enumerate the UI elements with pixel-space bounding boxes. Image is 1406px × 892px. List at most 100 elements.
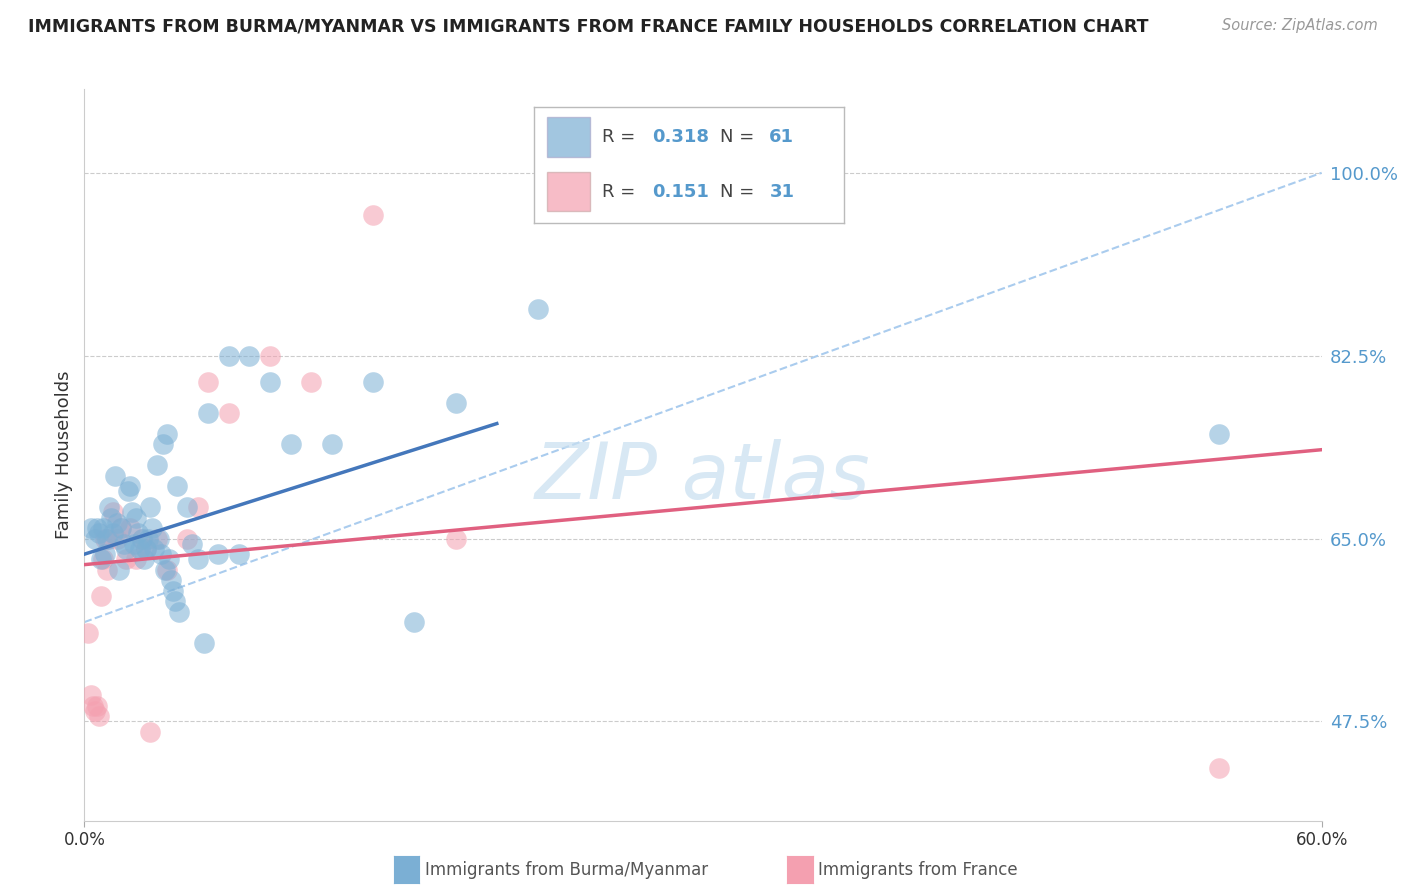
Point	[1208, 761, 1230, 775]
Point	[259, 349, 281, 363]
Point	[651, 197, 673, 211]
Point	[444, 532, 467, 546]
Point	[90, 552, 112, 566]
Point	[100, 510, 122, 524]
Text: Immigrants from Burma/Myanmar: Immigrants from Burma/Myanmar	[425, 861, 707, 879]
Point	[180, 537, 202, 551]
Point	[105, 516, 128, 530]
Point	[361, 375, 384, 389]
Point	[114, 552, 136, 566]
Point	[122, 537, 145, 551]
Point	[118, 479, 141, 493]
Point	[259, 375, 281, 389]
Point	[148, 532, 170, 546]
Point	[165, 594, 187, 608]
Point	[77, 625, 100, 640]
Point	[125, 510, 148, 524]
Point	[86, 698, 108, 713]
Point	[139, 500, 162, 515]
Point	[114, 541, 136, 556]
Point	[91, 552, 114, 566]
Point	[94, 532, 117, 546]
Point	[129, 541, 152, 556]
Point	[167, 605, 190, 619]
Point	[82, 698, 104, 713]
Point	[103, 505, 125, 519]
Point	[176, 500, 198, 515]
Point	[127, 526, 149, 541]
Point	[118, 521, 141, 535]
Point	[112, 537, 135, 551]
Point	[404, 615, 426, 629]
Point	[280, 437, 302, 451]
FancyBboxPatch shape	[547, 172, 591, 211]
Point	[187, 500, 209, 515]
Point	[83, 704, 105, 718]
Point	[141, 521, 163, 535]
Point	[110, 521, 132, 535]
Point	[121, 505, 143, 519]
Point	[135, 541, 157, 556]
Point	[136, 532, 159, 546]
Point	[444, 395, 467, 409]
Point	[157, 552, 180, 566]
Point	[1208, 427, 1230, 442]
Text: Immigrants from France: Immigrants from France	[818, 861, 1018, 879]
Point	[299, 375, 322, 389]
Point	[117, 484, 139, 499]
Point	[108, 563, 131, 577]
Point	[156, 427, 179, 442]
Point	[152, 437, 174, 451]
Point	[228, 547, 250, 561]
Point	[91, 521, 114, 535]
Point	[131, 532, 153, 546]
Point	[143, 541, 166, 556]
Point	[160, 574, 183, 588]
Point	[98, 500, 121, 515]
Point	[131, 532, 153, 546]
Text: 0.318: 0.318	[652, 128, 709, 146]
Text: N =: N =	[720, 183, 759, 201]
Text: R =: R =	[602, 183, 641, 201]
Point	[145, 458, 167, 473]
Text: Source: ZipAtlas.com: Source: ZipAtlas.com	[1222, 18, 1378, 33]
Point	[79, 521, 101, 535]
Point	[149, 547, 172, 561]
Point	[218, 406, 240, 420]
Point	[105, 532, 128, 546]
Text: ZIP atlas: ZIP atlas	[536, 439, 870, 515]
Text: 0.151: 0.151	[652, 183, 709, 201]
Point	[90, 589, 112, 603]
Point	[361, 208, 384, 222]
Point	[96, 563, 118, 577]
Point	[87, 709, 110, 723]
Point	[527, 301, 550, 316]
Point	[156, 563, 179, 577]
Point	[86, 521, 108, 535]
Point	[94, 547, 117, 561]
FancyBboxPatch shape	[547, 118, 591, 157]
Y-axis label: Family Households: Family Households	[55, 371, 73, 539]
Point	[104, 468, 127, 483]
Point	[197, 375, 219, 389]
Text: 31: 31	[769, 183, 794, 201]
Text: IMMIGRANTS FROM BURMA/MYANMAR VS IMMIGRANTS FROM FRANCE FAMILY HOUSEHOLDS CORREL: IMMIGRANTS FROM BURMA/MYANMAR VS IMMIGRA…	[28, 18, 1149, 36]
Point	[166, 479, 188, 493]
Point	[218, 349, 240, 363]
Point	[134, 552, 156, 566]
Point	[79, 688, 101, 702]
Point	[110, 521, 132, 535]
Point	[96, 532, 118, 546]
Point	[139, 724, 162, 739]
Text: 61: 61	[769, 128, 794, 146]
Point	[193, 636, 215, 650]
Point	[98, 532, 121, 546]
Point	[238, 349, 260, 363]
Text: R =: R =	[602, 128, 641, 146]
Point	[187, 552, 209, 566]
Point	[321, 437, 343, 451]
Point	[162, 583, 184, 598]
Point	[87, 526, 110, 541]
Point	[197, 406, 219, 420]
Point	[176, 532, 198, 546]
